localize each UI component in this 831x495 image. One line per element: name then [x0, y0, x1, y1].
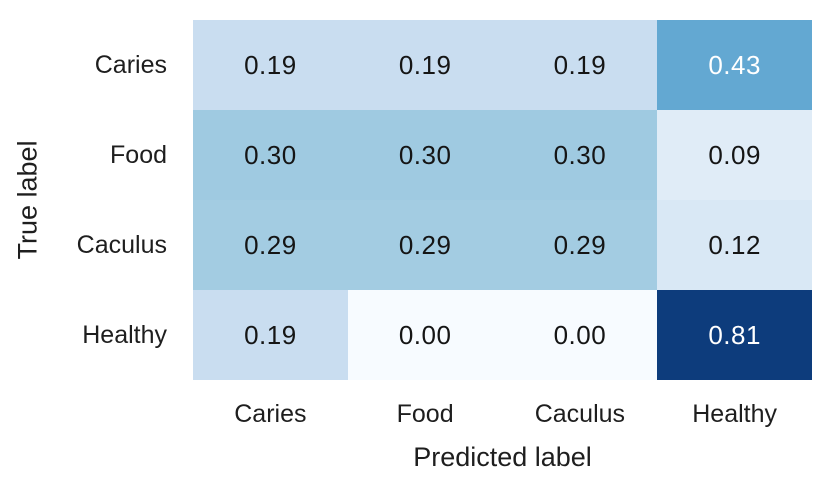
heatmap-cell-healthy-caculus: 0.00 [502, 290, 658, 380]
y-tick-caculus: Caculus [76, 230, 167, 259]
heatmap-cell-caries-caculus: 0.19 [502, 20, 658, 110]
heatmap-cell-caculus-caries: 0.29 [193, 200, 348, 290]
heatmap-cell-food-caries: 0.30 [193, 110, 348, 200]
heatmap-cell-healthy-healthy: 0.81 [657, 290, 812, 380]
heatmap-cell-caculus-caculus: 0.29 [502, 200, 658, 290]
heatmap-cell-caculus-healthy: 0.12 [657, 200, 812, 290]
heatmap-cell-food-food: 0.30 [347, 110, 503, 200]
heatmap-cell-healthy-food: 0.00 [347, 290, 503, 380]
y-tick-labels: Caries Food Caculus Healthy [0, 20, 175, 380]
x-axis-label: Predicted label [413, 442, 592, 472]
x-tick-food: Food [396, 400, 454, 428]
heatmap-cell-caculus-food: 0.29 [347, 200, 503, 290]
x-tick-labels: Caries Food Caculus Healthy [193, 402, 812, 427]
heatmap-cell-caries-food: 0.19 [347, 20, 503, 110]
y-tick-food: Food [110, 140, 167, 169]
heatmap-grid: 0.19 0.19 0.19 0.43 0.30 0.30 0.30 0.09 0.29 0.29… [193, 20, 812, 380]
heatmap-cell-food-healthy: 0.09 [657, 110, 812, 200]
heatmap-cell-healthy-caries: 0.19 [193, 290, 348, 380]
y-tick-healthy: Healthy [82, 320, 167, 349]
x-tick-caries: Caries [234, 400, 307, 428]
heatmap-cell-caries-caries: 0.19 [193, 20, 348, 110]
x-tick-healthy: Healthy [692, 400, 777, 428]
heatmap-cell-food-caculus: 0.30 [502, 110, 658, 200]
heatmap-cell-caries-healthy: 0.43 [657, 20, 812, 110]
y-tick-caries: Caries [94, 50, 167, 79]
x-tick-caculus: Caculus [534, 400, 626, 428]
